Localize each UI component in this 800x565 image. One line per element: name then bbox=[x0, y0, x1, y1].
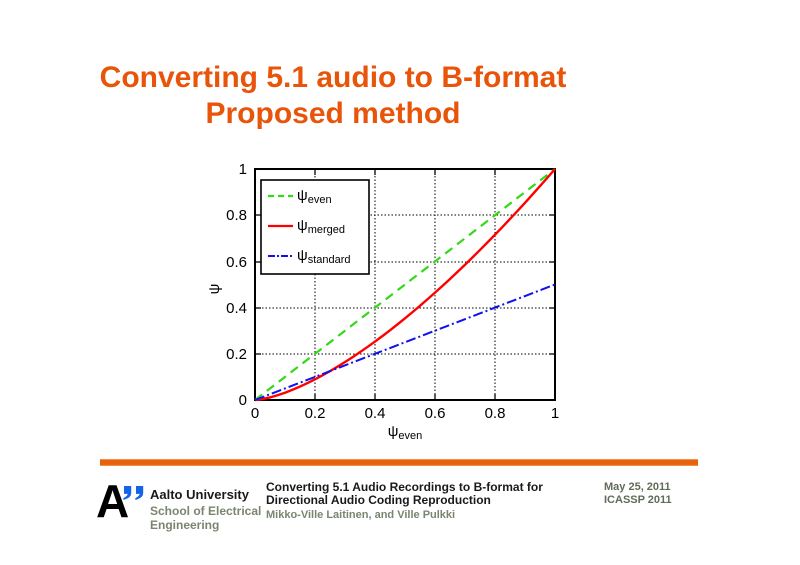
svg-text:0.2: 0.2 bbox=[226, 346, 247, 363]
svg-text:1: 1 bbox=[551, 405, 559, 422]
svg-text:0.8: 0.8 bbox=[485, 405, 506, 422]
svg-text:0.8: 0.8 bbox=[226, 207, 247, 224]
svg-text:ψ: ψ bbox=[206, 284, 223, 295]
svg-text:1: 1 bbox=[239, 161, 247, 178]
svg-text:0: 0 bbox=[239, 392, 247, 409]
svg-text:0.6: 0.6 bbox=[425, 405, 446, 422]
svg-text:ψeven: ψeven bbox=[388, 423, 423, 442]
svg-text:0: 0 bbox=[251, 405, 259, 422]
svg-text:0.6: 0.6 bbox=[226, 254, 247, 271]
svg-text:0.2: 0.2 bbox=[305, 405, 326, 422]
svg-text:0.4: 0.4 bbox=[365, 405, 386, 422]
svg-text:0.4: 0.4 bbox=[226, 300, 247, 317]
